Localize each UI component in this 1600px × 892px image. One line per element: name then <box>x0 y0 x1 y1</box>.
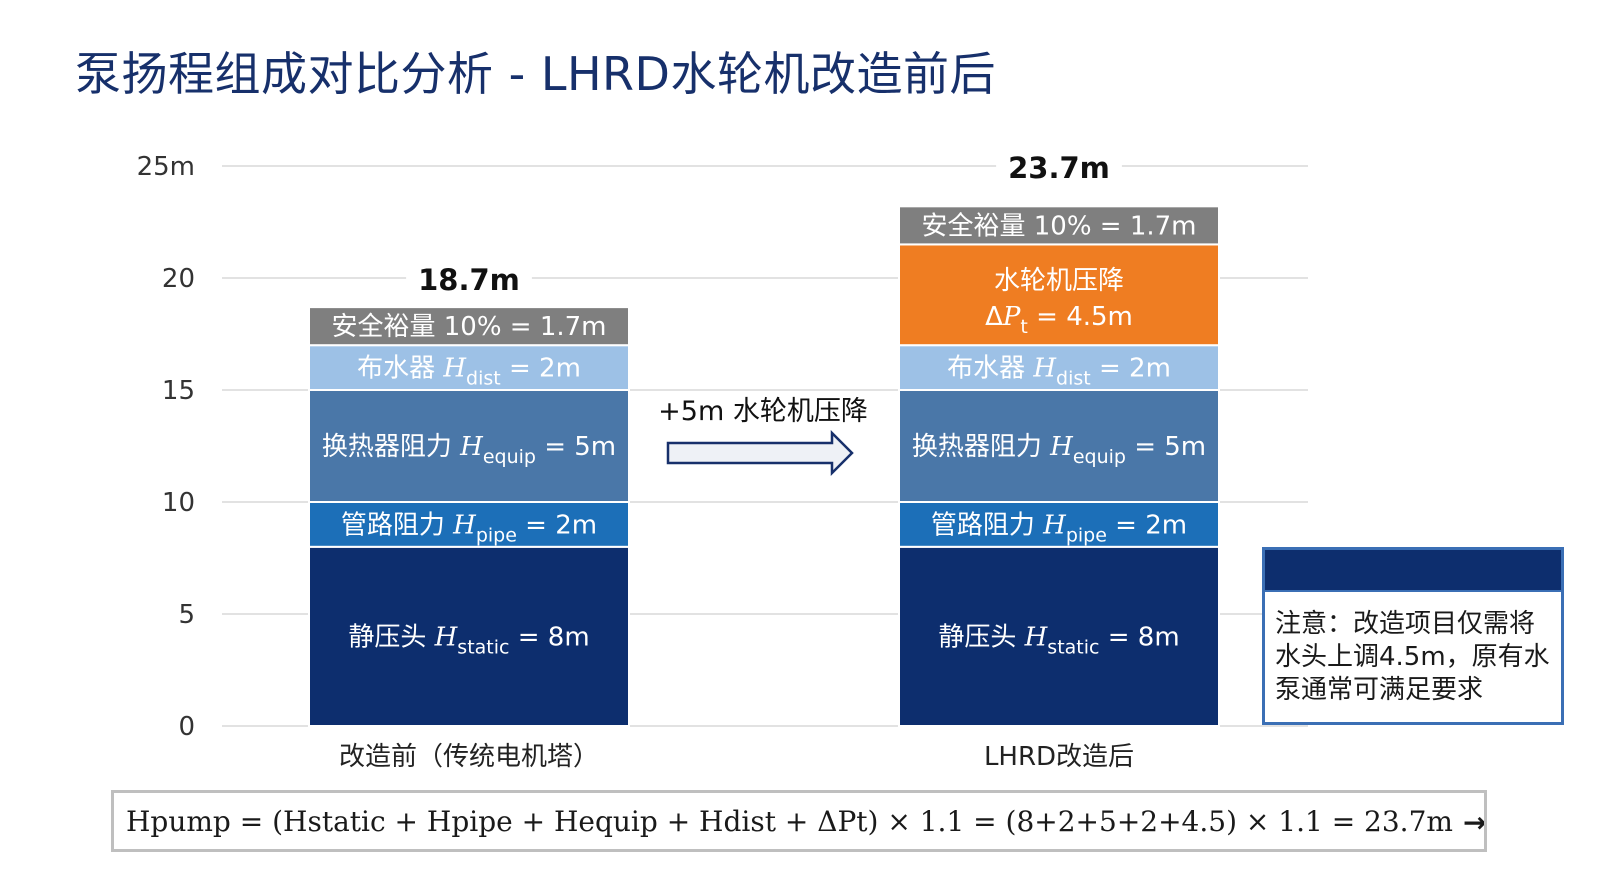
segment-label: 安全裕量 10% = 1.7m <box>331 312 606 342</box>
bar-segment-pipe <box>308 501 630 548</box>
bar-segment-equip <box>898 389 1220 503</box>
y-tick-label: 15 <box>162 376 195 406</box>
note-text: 注意：改造项目仅需将水头上调4.5m，原有水泵通常可满足要求 <box>1275 609 1550 705</box>
segment-label: 布水器 Hdist = 2m <box>357 354 581 390</box>
y-tick-label: 25m <box>137 152 195 182</box>
right-arrow-icon <box>666 429 854 477</box>
y-tick-label: 10 <box>162 488 195 518</box>
segment-label: 换热器阻力 Hequip = 5m <box>912 432 1206 468</box>
bar-segment-dist <box>308 344 630 392</box>
y-tick-label: 5 <box>178 600 195 630</box>
bar-segment-static <box>898 545 1220 727</box>
segment-label: 水轮机压降 <box>994 266 1124 296</box>
segment-label: 管路阻力 Hpipe = 2m <box>931 510 1187 546</box>
note-callout: 注意：改造项目仅需将水头上调4.5m，原有水泵通常可满足要求 <box>1262 547 1564 725</box>
segment-label: 静压头 Hstatic = 8m <box>348 622 589 658</box>
x-category-label: LHRD改造后 <box>984 742 1134 772</box>
segment-label: 换热器阻力 Hequip = 5m <box>322 432 616 468</box>
y-tick-label: 20 <box>162 264 195 294</box>
total-label-backing <box>996 149 1122 188</box>
stacked-bar-chart: 0 5 10 15 20 25m 静压头 Hstatic = 8m 管路阻力 Hpipe = … <box>137 149 1308 772</box>
formula-expression: Hpump = (Hstatic + Hpipe + Hequip + Hdis… <box>126 804 1453 838</box>
segment-label: 管路阻力 Hpipe = 2m <box>341 510 597 546</box>
bar-total-label: 23.7m <box>1008 151 1110 185</box>
y-tick-label: 0 <box>178 712 195 742</box>
bar-segment-equip <box>308 389 630 503</box>
arrow-label: +5m 水轮机压降 <box>658 396 868 427</box>
x-category-label: 改造前（传统电机塔） <box>339 742 599 772</box>
page-title: 泵扬程组成对比分析 - LHRD水轮机改造前后 <box>75 47 996 101</box>
segment-label: 安全裕量 10% = 1.7m <box>921 211 1196 241</box>
bar-total-label: 18.7m <box>418 263 520 297</box>
formula-box: Hpump = (Hstatic + Hpipe + Hequip + Hdis… <box>111 790 1487 852</box>
formula-result: → 选型水头24m <box>1462 806 1487 839</box>
segment-label: ΔPt = 4.5m <box>985 302 1133 338</box>
segment-label: 布水器 Hdist = 2m <box>947 354 1171 390</box>
bar-segment-margin <box>898 205 1220 246</box>
total-label-backing <box>406 261 532 300</box>
bar-segment-static <box>308 545 630 727</box>
segment-label: 静压头 Hstatic = 8m <box>938 622 1179 658</box>
bar-segment-margin <box>308 306 630 347</box>
note-header-bar <box>1265 550 1561 592</box>
